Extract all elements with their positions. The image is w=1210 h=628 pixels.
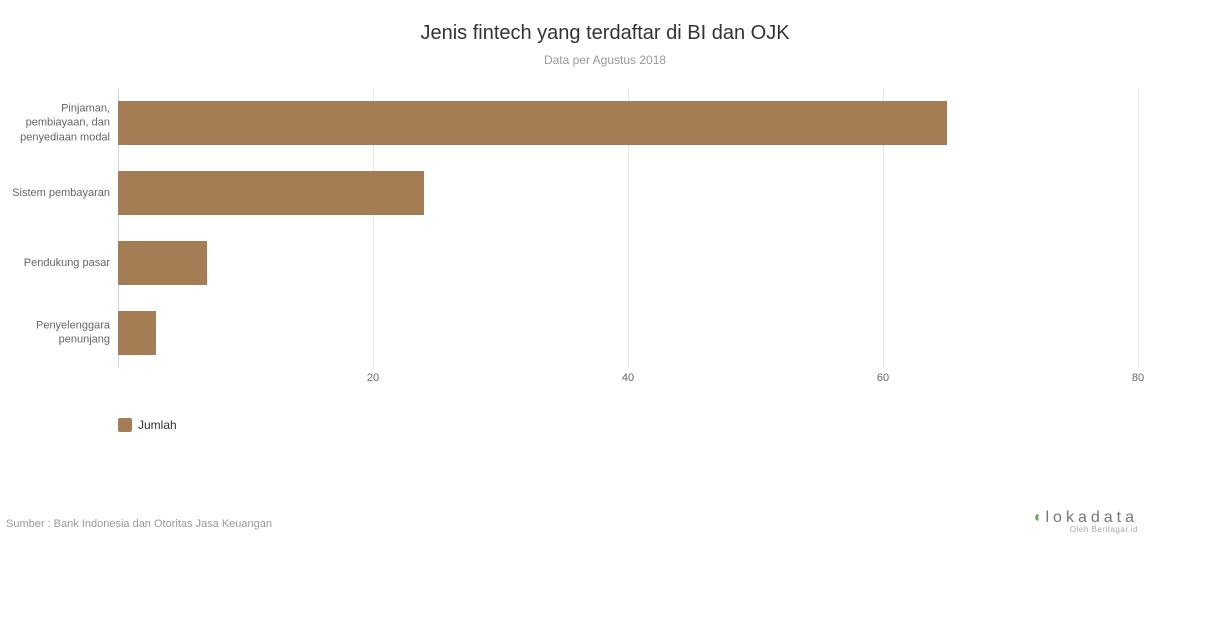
x-tick-label: 20 (367, 372, 379, 384)
legend: Jumlah (118, 418, 177, 432)
bar-row: Sistem pembayaran (118, 158, 1138, 228)
x-tick-label: 40 (622, 372, 634, 384)
legend-label: Jumlah (138, 418, 177, 432)
y-category-label: Pendukung pasar (8, 256, 118, 270)
y-category-label: Sistem pembayaran (8, 186, 118, 200)
brand-logo: ◖lokadata Oleh Beritagar.id (1032, 509, 1138, 534)
source-text: Sumber : Bank Indonesia dan Otoritas Jas… (6, 518, 272, 530)
bar-row: Pinjaman, pembiayaan, dan penyediaan mod… (118, 88, 1138, 158)
x-axis-labels: 20406080 (118, 372, 1138, 392)
y-category-label: Pinjaman, pembiayaan, dan penyediaan mod… (8, 102, 118, 145)
plot-area: Pinjaman, pembiayaan, dan penyediaan mod… (118, 88, 1138, 368)
brand-icon: ◖ (1032, 509, 1042, 526)
legend-swatch (118, 418, 132, 432)
bar (118, 171, 424, 215)
bar-row: Pendukung pasar (118, 228, 1138, 298)
x-tick-label: 80 (1132, 372, 1144, 384)
bar (118, 241, 207, 285)
chart-title: Jenis fintech yang terdaftar di BI dan O… (0, 0, 1210, 45)
x-tick-label: 60 (877, 372, 889, 384)
brand-name-text: lokadata (1046, 509, 1139, 526)
gridline (1138, 88, 1139, 368)
bar (118, 101, 947, 145)
chart-subtitle: Data per Agustus 2018 (0, 53, 1210, 67)
bar-row: Penyelenggara penunjang (118, 298, 1138, 368)
y-category-label: Penyelenggara penunjang (8, 319, 118, 348)
bar (118, 311, 156, 355)
